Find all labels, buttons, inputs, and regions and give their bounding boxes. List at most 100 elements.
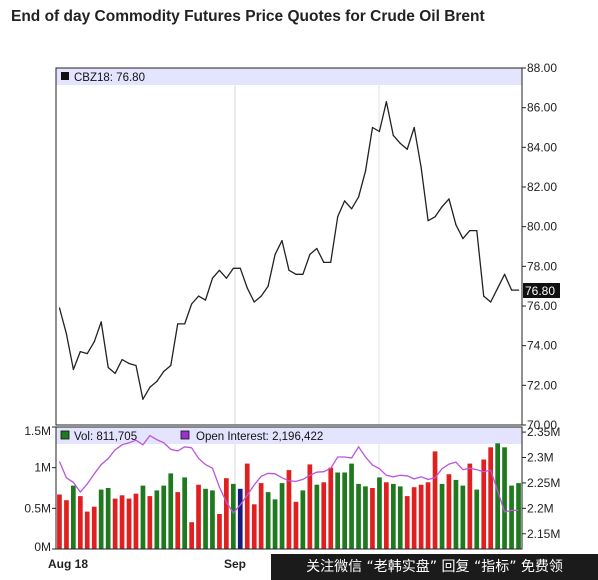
price-point <box>337 216 339 218</box>
price-point <box>246 287 248 289</box>
price-point <box>65 333 67 335</box>
price-point <box>232 267 234 269</box>
price-point <box>344 200 346 202</box>
price-tick-label: 88.00 <box>527 61 557 75</box>
price-point <box>483 295 485 297</box>
price-point <box>358 196 360 198</box>
volume-bar <box>161 485 167 549</box>
volume-bar <box>293 501 299 549</box>
price-tick-label: 76.00 <box>527 299 557 313</box>
volume-bar <box>335 472 340 549</box>
price-point <box>177 323 179 325</box>
last-price-label: 76.80 <box>525 284 555 298</box>
price-point <box>441 206 443 208</box>
price-point <box>100 321 102 323</box>
open-interest-tick-label: 2.15M <box>527 527 560 541</box>
volume-bar <box>237 488 243 549</box>
volume-bar <box>84 511 90 549</box>
price-point <box>170 364 172 367</box>
price-point <box>114 372 116 374</box>
price-point <box>288 269 290 271</box>
volume-bar <box>342 472 347 549</box>
price-point <box>385 101 387 103</box>
price-point <box>517 289 520 291</box>
price-point <box>79 351 81 353</box>
volume-bar <box>175 492 181 549</box>
price-point <box>281 240 283 242</box>
open-interest-legend-swatch <box>180 430 190 440</box>
volume-bar <box>231 483 236 549</box>
volume-bar <box>349 463 354 549</box>
volume-bar <box>279 483 285 549</box>
price-point <box>225 277 227 279</box>
volume-bar <box>467 463 473 549</box>
volume-bar <box>64 500 69 549</box>
volume-bar <box>432 451 438 549</box>
price-tick-label: 72.00 <box>527 378 557 392</box>
volume-bar <box>397 486 403 549</box>
volume-panel-border <box>55 426 523 550</box>
price-legend-label: CBZ18: 76.80 <box>74 72 145 84</box>
volume-bar <box>71 485 76 549</box>
price-legend-band <box>56 68 522 85</box>
volume-bar <box>370 488 375 549</box>
volume-tick-label: 0.5M <box>24 501 51 515</box>
price-point <box>302 273 304 275</box>
volume-bar <box>78 496 83 549</box>
volume-bar <box>196 484 201 549</box>
price-point <box>371 126 374 129</box>
price-point <box>211 277 214 279</box>
volume-legend-swatch <box>60 430 70 440</box>
volume-bar <box>119 495 125 549</box>
price-point <box>128 362 130 365</box>
price-point <box>309 253 311 255</box>
price-point <box>420 166 422 168</box>
price-point <box>58 307 61 309</box>
volume-bar <box>147 496 153 549</box>
volume-bar <box>91 506 97 549</box>
volume-bar <box>189 522 194 549</box>
volume-legend-band <box>56 427 522 444</box>
volume-bar <box>182 477 187 549</box>
volume-bar <box>251 504 257 549</box>
price-point <box>204 299 207 301</box>
volume-tick-label: 1M <box>34 461 51 475</box>
price-point <box>86 353 88 355</box>
price-point <box>163 370 165 372</box>
volume-series <box>57 443 521 549</box>
price-tick-label: 82.00 <box>527 180 557 194</box>
open-interest-tick-label: 2.2M <box>527 501 554 515</box>
price-point <box>121 359 123 361</box>
open-interest-legend-label: Open Interest: 2,196,422 <box>196 431 323 443</box>
price-point <box>490 301 492 303</box>
price-point <box>351 208 353 210</box>
price-tick-label: 78.00 <box>527 259 557 273</box>
volume-bar <box>286 470 292 549</box>
price-point <box>316 247 318 250</box>
volume-bar <box>105 488 111 549</box>
price-point <box>135 364 137 367</box>
volume-tick-label: 1.5M <box>24 424 51 438</box>
price-tick-label: 80.00 <box>527 220 557 234</box>
price-point <box>184 323 186 325</box>
volume-bar <box>502 447 507 549</box>
last-price-marker <box>523 283 560 298</box>
open-interest-tick-label: 2.25M <box>527 476 560 490</box>
volume-bar <box>418 484 424 549</box>
open-interest-tick-label: 2.35M <box>527 425 560 439</box>
price-point <box>511 289 513 291</box>
price-point <box>274 253 276 255</box>
volume-bar <box>453 479 459 549</box>
price-point <box>191 303 193 305</box>
volume-bar <box>516 483 521 549</box>
price-point <box>406 148 408 150</box>
volume-bar <box>126 498 132 549</box>
chart-title: End of day Commodity Futures Price Quote… <box>11 8 485 25</box>
volume-bar <box>272 499 278 549</box>
volume-bar <box>460 485 466 549</box>
x-tick-label: Sep <box>224 557 246 571</box>
price-panel-border <box>55 67 523 426</box>
volume-legend-label: Vol: 811,705 <box>74 431 137 443</box>
price-point <box>455 224 457 226</box>
price-point <box>323 261 325 263</box>
